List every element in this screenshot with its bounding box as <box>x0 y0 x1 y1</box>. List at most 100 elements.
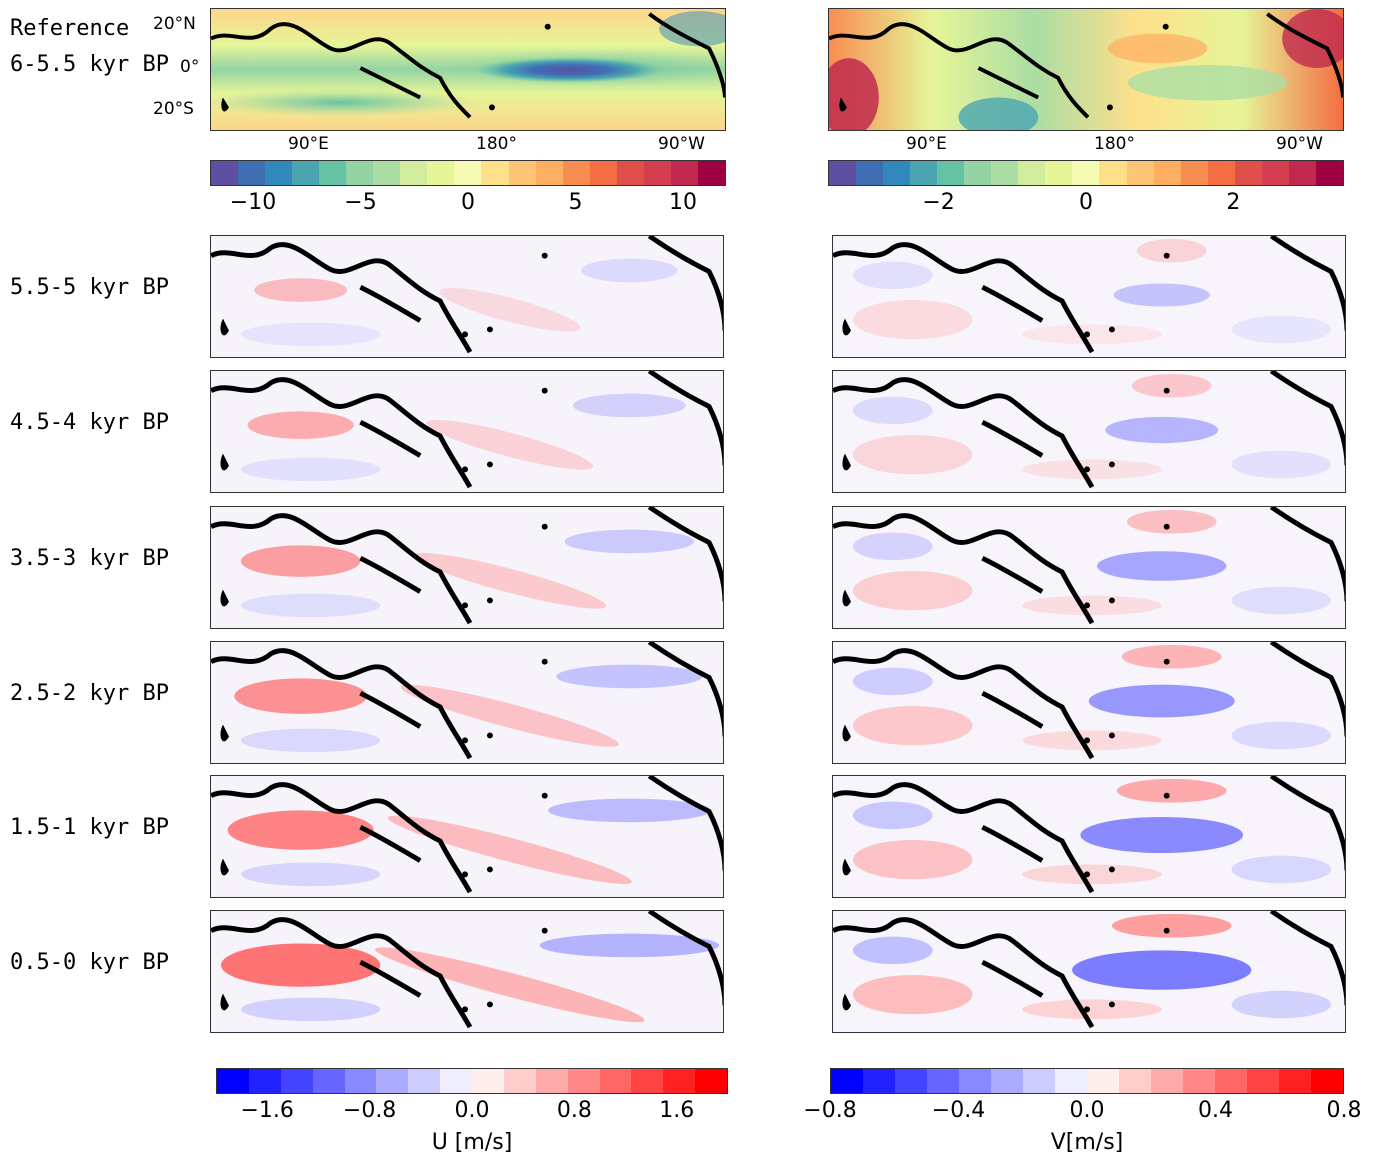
period-label: 0.5-0 kyr BP <box>10 950 169 975</box>
colorbar-segment <box>567 1069 600 1093</box>
colorbar-segment <box>535 1069 568 1093</box>
colorbar-segment <box>562 161 590 185</box>
u-anomaly-map-svg <box>211 507 723 628</box>
colorbar-tick-label: 0.0 <box>1069 1098 1105 1123</box>
colorbar-segment <box>991 161 1019 185</box>
colorbar-tick-label: 0.8 <box>1326 1098 1362 1123</box>
colorbar-segment <box>503 1069 536 1093</box>
v-anomaly-map <box>832 910 1346 1033</box>
reference-u-map <box>210 8 726 131</box>
colorbar-segment <box>481 161 509 185</box>
colorbar-segment <box>991 1069 1023 1093</box>
reference-label: Reference <box>10 16 130 41</box>
colorbar-segment <box>927 1069 959 1093</box>
colorbar-segment <box>695 1069 727 1093</box>
colorbar-segment <box>831 1069 863 1093</box>
anomaly-v-colorbar <box>830 1068 1344 1094</box>
colorbar-segment <box>319 161 347 185</box>
period-label: 5.5-5 kyr BP <box>10 275 169 300</box>
colorbar-segment <box>670 161 698 185</box>
colorbar-segment <box>589 161 617 185</box>
v-anomaly-map-svg <box>833 236 1345 357</box>
reference-u-map-svg <box>211 9 725 130</box>
colorbar-segment <box>1072 161 1100 185</box>
v-anomaly-map-svg <box>833 371 1345 492</box>
period-label: 2.5-2 kyr BP <box>10 681 169 706</box>
colorbar-tick-label: −0.8 <box>342 1098 397 1123</box>
v-colorbar-title: V[m/s] <box>1050 1130 1124 1155</box>
reference-period-label: 6-5.5 kyr BP <box>10 52 169 77</box>
colorbar-segment <box>373 161 401 185</box>
colorbar-segment <box>238 161 266 185</box>
colorbar-segment <box>856 161 884 185</box>
colorbar-segment <box>248 1069 281 1093</box>
colorbar-segment <box>408 1069 441 1093</box>
lat-label-0: 0° <box>180 57 200 77</box>
colorbar-segment <box>344 1069 377 1093</box>
colorbar-segment <box>217 1069 249 1093</box>
colorbar-tick-label: 0 <box>1079 190 1093 215</box>
colorbar-segment <box>472 1069 504 1093</box>
reference-u-colorbar <box>210 160 726 186</box>
v-anomaly-map <box>832 235 1346 358</box>
colorbar-segment <box>1315 161 1343 185</box>
v-anomaly-map <box>832 641 1346 764</box>
lon-label-90e-v: 90°E <box>906 134 947 154</box>
colorbar-segment <box>535 161 563 185</box>
u-anomaly-map-svg <box>211 911 723 1032</box>
colorbar-segment <box>937 161 965 185</box>
colorbar-tick-label: 5 <box>568 190 583 215</box>
colorbar-tick-label: 1.6 <box>659 1098 695 1123</box>
colorbar-segment <box>1119 1069 1151 1093</box>
reference-v-map-svg <box>829 9 1343 130</box>
colorbar-tick-label: 0.0 <box>454 1098 490 1123</box>
colorbar-segment <box>631 1069 664 1093</box>
colorbar-segment <box>508 161 536 185</box>
u-anomaly-map <box>210 910 724 1033</box>
reference-v-map <box>828 8 1344 131</box>
colorbar-segment <box>959 1069 991 1093</box>
colorbar-segment <box>400 161 428 185</box>
lon-label-90w-v: 90°W <box>1276 134 1323 154</box>
colorbar-segment <box>1311 1069 1343 1093</box>
u-anomaly-map <box>210 506 724 629</box>
colorbar-tick-label: −2 <box>922 190 955 215</box>
colorbar-segment <box>454 161 482 185</box>
u-anomaly-map-svg <box>211 776 723 897</box>
lat-label-20n: 20°N <box>153 14 196 34</box>
lon-label-180-v: 180° <box>1094 134 1135 154</box>
colorbar-segment <box>829 161 857 185</box>
colorbar-segment <box>376 1069 409 1093</box>
colorbar-segment <box>440 1069 472 1093</box>
u-anomaly-map <box>210 775 724 898</box>
colorbar-segment <box>1055 1069 1087 1093</box>
colorbar-segment <box>1215 1069 1247 1093</box>
reference-v-colorbar <box>828 160 1344 186</box>
v-anomaly-map-svg <box>833 642 1345 763</box>
u-anomaly-map <box>210 641 724 764</box>
colorbar-segment <box>1018 161 1046 185</box>
colorbar-tick-label: 0.4 <box>1198 1098 1233 1123</box>
colorbar-segment <box>1180 161 1208 185</box>
colorbar-segment <box>427 161 455 185</box>
v-anomaly-map <box>832 775 1346 898</box>
colorbar-segment <box>312 1069 345 1093</box>
u-colorbar-title: U [m/s] <box>431 1130 513 1155</box>
colorbar-segment <box>1099 161 1127 185</box>
u-anomaly-map-svg <box>211 642 723 763</box>
colorbar-tick-label: −0.8 <box>803 1098 857 1123</box>
colorbar-tick-label: −5 <box>344 190 377 215</box>
colorbar-segment <box>910 161 938 185</box>
colorbar-segment <box>1207 161 1235 185</box>
colorbar-segment <box>1126 161 1154 185</box>
colorbar-segment <box>1247 1069 1279 1093</box>
colorbar-segment <box>1183 1069 1215 1093</box>
colorbar-tick-label: 2 <box>1226 190 1241 215</box>
u-anomaly-map <box>210 370 724 493</box>
colorbar-segment <box>1087 1069 1119 1093</box>
colorbar-segment <box>663 1069 696 1093</box>
colorbar-segment <box>1279 1069 1311 1093</box>
colorbar-segment <box>964 161 992 185</box>
colorbar-tick-label: −0.4 <box>931 1098 986 1123</box>
lon-label-90e-u: 90°E <box>288 134 329 154</box>
